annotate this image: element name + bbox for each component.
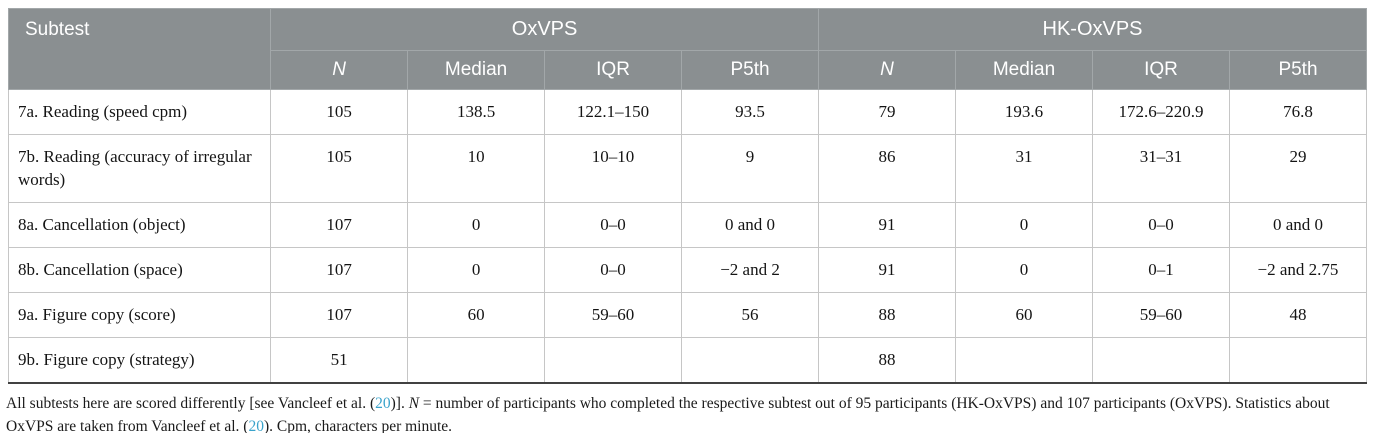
cell-value xyxy=(1092,336,1230,384)
cell-value: 48 xyxy=(1228,291,1368,338)
cell-value: 107 xyxy=(270,246,409,293)
subtest-label: 7b. Reading (accuracy of irregular words… xyxy=(7,133,272,203)
cell-value: 0–0 xyxy=(1092,201,1230,248)
cell-value: 0 and 0 xyxy=(1228,201,1368,248)
cell-value: 51 xyxy=(270,336,409,384)
subtest-label: 9b. Figure copy (strategy) xyxy=(7,336,272,384)
table-header: Subtest OxVPS HK-OxVPS N Median IQR P5th… xyxy=(7,8,1368,90)
cell-value: 88 xyxy=(818,336,957,384)
footnote-text: All subtests here are scored differently… xyxy=(6,394,376,412)
cell-value: 107 xyxy=(270,201,409,248)
cell-value: 10 xyxy=(407,133,546,203)
column-header-iqr-oxvps: IQR xyxy=(544,50,683,90)
cell-value: −2 and 2.75 xyxy=(1228,246,1368,293)
column-header-p5th-oxvps: P5th xyxy=(681,50,820,90)
cell-value: 60 xyxy=(407,291,546,338)
footnote-text: ). Cpm, characters per minute. xyxy=(263,417,453,433)
cell-value: 93.5 xyxy=(681,89,820,135)
cell-value: 138.5 xyxy=(407,89,546,135)
stats-table: Subtest OxVPS HK-OxVPS N Median IQR P5th… xyxy=(7,8,1368,384)
cell-value: 31–31 xyxy=(1092,133,1230,203)
cell-value: 0 xyxy=(955,201,1093,248)
cell-value: 9 xyxy=(681,133,820,203)
table-body: 7a. Reading (speed cpm) 105 138.5 122.1–… xyxy=(7,89,1368,384)
column-header-median-hk: Median xyxy=(955,50,1093,90)
cell-value: −2 and 2 xyxy=(681,246,820,293)
cell-value: 10–10 xyxy=(544,133,683,203)
table-row: 8a. Cancellation (object) 107 0 0–0 0 an… xyxy=(7,201,1368,248)
cell-value: 0 xyxy=(407,201,546,248)
cell-value: 105 xyxy=(270,133,409,203)
cell-value: 193.6 xyxy=(955,89,1093,135)
column-header-median-oxvps: Median xyxy=(407,50,546,90)
cell-value: 88 xyxy=(818,291,957,338)
column-header-n-hk: N xyxy=(818,50,957,90)
cell-value: 0 xyxy=(407,246,546,293)
column-header-iqr-hk: IQR xyxy=(1092,50,1230,90)
reference-link-20[interactable]: 20 xyxy=(375,394,391,412)
table-row: 9a. Figure copy (score) 107 60 59–60 56 … xyxy=(7,291,1368,338)
cell-value xyxy=(407,336,546,384)
subtest-label: 7a. Reading (speed cpm) xyxy=(7,89,272,135)
cell-value: 59–60 xyxy=(1092,291,1230,338)
cell-value xyxy=(955,336,1093,384)
cell-value: 0–0 xyxy=(544,246,683,293)
subtest-label: 9a. Figure copy (score) xyxy=(7,291,272,338)
cell-value xyxy=(1228,336,1368,384)
table-footnote: All subtests here are scored differently… xyxy=(6,392,1369,433)
cell-value: 56 xyxy=(681,291,820,338)
cell-value: 107 xyxy=(270,291,409,338)
cell-value: 0 and 0 xyxy=(681,201,820,248)
cell-value: 59–60 xyxy=(544,291,683,338)
reference-link-20[interactable]: 20 xyxy=(248,417,264,433)
cell-value: 0 xyxy=(955,246,1093,293)
column-header-subtest: Subtest xyxy=(7,8,272,90)
cell-value: 122.1–150 xyxy=(544,89,683,135)
cell-value: 29 xyxy=(1228,133,1368,203)
subtest-label: 8a. Cancellation (object) xyxy=(7,201,272,248)
table-row: 9b. Figure copy (strategy) 51 88 xyxy=(7,336,1368,384)
footnote-text: )]. xyxy=(390,394,409,412)
cell-value: 172.6–220.9 xyxy=(1092,89,1230,135)
cell-value: 60 xyxy=(955,291,1093,338)
table-row: 7b. Reading (accuracy of irregular words… xyxy=(7,133,1368,203)
footnote-text: = number of participants who completed t… xyxy=(6,394,1330,433)
subtest-label: 8b. Cancellation (space) xyxy=(7,246,272,293)
footnote-n-symbol: N xyxy=(408,394,420,412)
cell-value: 91 xyxy=(818,201,957,248)
cell-value xyxy=(544,336,683,384)
cell-value: 86 xyxy=(818,133,957,203)
cell-value: 79 xyxy=(818,89,957,135)
column-header-n-oxvps: N xyxy=(270,50,409,90)
cell-value xyxy=(681,336,820,384)
cell-value: 0–0 xyxy=(544,201,683,248)
header-group-row: Subtest OxVPS HK-OxVPS xyxy=(7,8,1367,90)
column-group-hk-oxvps: HK-OxVPS xyxy=(818,8,1367,51)
table-row: 8b. Cancellation (space) 107 0 0–0 −2 an… xyxy=(7,246,1368,293)
header-subcolumn-row: N Median IQR P5th N Median IQR P5th xyxy=(9,50,1368,90)
cell-value: 31 xyxy=(955,133,1093,203)
cell-value: 105 xyxy=(270,89,409,135)
cell-value: 76.8 xyxy=(1228,89,1368,135)
cell-value: 91 xyxy=(818,246,957,293)
column-group-oxvps: OxVPS xyxy=(270,8,820,51)
column-header-p5th-hk: P5th xyxy=(1228,50,1368,90)
table-row: 7a. Reading (speed cpm) 105 138.5 122.1–… xyxy=(7,89,1368,135)
cell-value: 0–1 xyxy=(1092,246,1230,293)
